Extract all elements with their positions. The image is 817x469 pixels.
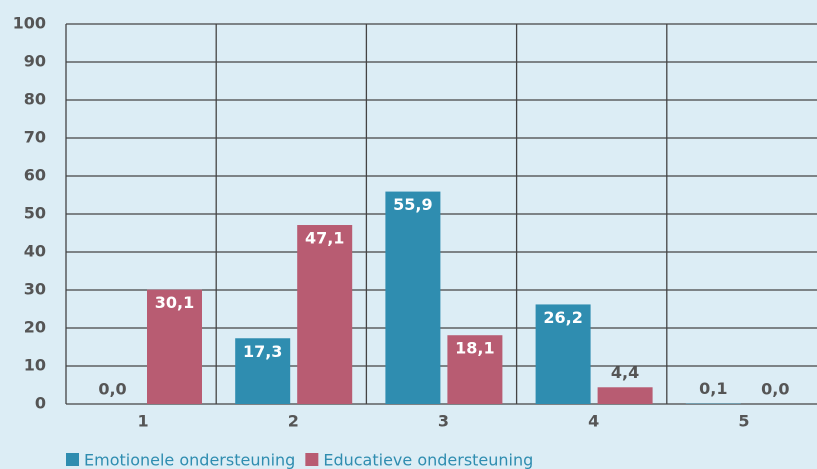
y-tick-label: 100 — [13, 14, 46, 33]
bar — [235, 338, 291, 404]
bar — [147, 289, 202, 404]
y-tick-label: 90 — [24, 52, 46, 71]
y-tick-label: 70 — [24, 128, 46, 147]
data-label: 17,3 — [243, 342, 282, 361]
data-label: 0,0 — [98, 380, 126, 399]
x-tick-label: 4 — [588, 412, 599, 431]
data-label: 18,1 — [455, 339, 494, 358]
legend-swatch — [305, 453, 319, 466]
data-label: 4,4 — [611, 363, 639, 382]
legend-label: Educatieve ondersteuning — [323, 451, 533, 469]
y-tick-label: 80 — [24, 90, 46, 109]
y-tick-label: 0 — [35, 394, 46, 413]
legend-swatch — [66, 453, 79, 466]
x-tick-label: 1 — [138, 412, 149, 431]
y-tick-label: 60 — [24, 166, 46, 185]
bar — [385, 191, 441, 404]
y-tick-label: 30 — [24, 280, 46, 299]
data-label: 0,1 — [699, 379, 727, 398]
x-tick-label: 3 — [438, 412, 449, 431]
bar — [597, 387, 653, 404]
data-label: 26,2 — [543, 308, 582, 327]
data-label: 0,0 — [761, 380, 789, 399]
y-tick-label: 50 — [24, 204, 46, 223]
y-tick-label: 10 — [24, 356, 46, 375]
data-label: 30,1 — [155, 293, 194, 312]
bar — [535, 304, 591, 404]
y-tick-label: 40 — [24, 242, 46, 261]
bar — [447, 335, 503, 404]
legend-label: Emotionele ondersteuning — [84, 451, 295, 469]
data-label: 55,9 — [393, 195, 432, 214]
x-tick-label: 5 — [738, 412, 749, 431]
data-label: 47,1 — [305, 229, 344, 248]
bar — [297, 225, 353, 404]
x-tick-label: 2 — [288, 412, 299, 431]
y-tick-label: 20 — [24, 318, 46, 337]
